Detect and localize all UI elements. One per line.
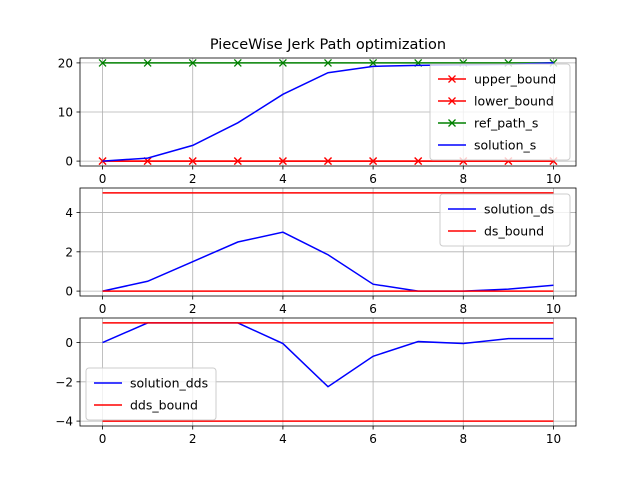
data-point-ref_path_s: [98, 58, 107, 67]
legend-label-upper_bound: upper_bound: [474, 72, 556, 87]
y-tick-label: −4: [55, 415, 73, 429]
data-point-lower_bound: [98, 157, 107, 166]
y-tick-label: 0: [65, 155, 73, 169]
data-point-ref_path_s: [324, 58, 332, 67]
data-point-lower_bound: [233, 157, 242, 166]
data-point-ref_path_s: [369, 58, 378, 67]
x-tick-label: 8: [459, 302, 467, 316]
x-tick-label: 2: [189, 302, 197, 316]
legend-label-solution_s: solution_s: [474, 138, 536, 153]
legend: solution_dds dds_bound: [85, 367, 217, 421]
x-tick-label: 8: [459, 172, 467, 186]
legend-label-solution_ds: solution_ds: [484, 202, 554, 217]
subplot-3: 0 2 4 6 8 10 −4 −2 0 solution_dds dds_bound: [55, 317, 577, 446]
data-point-lower_bound: [188, 157, 197, 166]
data-point-lower_bound: [278, 157, 287, 166]
x-tick-label: 10: [546, 432, 561, 446]
data-point-ref_path_s: [233, 58, 242, 67]
y-tick-label: 4: [65, 206, 73, 220]
x-tick-label: 2: [189, 432, 197, 446]
legend-label-lower_bound: lower_bound: [474, 94, 554, 109]
data-point-lower_bound: [414, 157, 423, 166]
y-tick-label: 0: [65, 285, 73, 299]
x-tick-label: 4: [279, 302, 287, 316]
x-tick-label: 6: [369, 172, 377, 186]
data-point-ref_path_s: [143, 58, 152, 67]
legend-marker-ref_path_s: [448, 119, 456, 127]
plot-area: [102, 322, 554, 422]
y-tick-label: 20: [58, 56, 73, 70]
legend-label-ref_path_s: ref_path_s: [474, 116, 538, 131]
legend-box: [85, 367, 217, 421]
legend-marker-upper_bound: [448, 75, 456, 83]
x-tick-label: 4: [279, 172, 287, 186]
x-tick-label: 0: [99, 302, 107, 316]
x-tick-label: 2: [189, 172, 197, 186]
data-point-lower_bound: [324, 157, 332, 166]
data-point-ref_path_s: [278, 58, 287, 67]
data-point-lower_bound: [369, 157, 378, 166]
x-tick-label: 4: [279, 432, 287, 446]
y-tick-label: 10: [58, 106, 73, 120]
legend: upper_bound lower_bound ref_path_s solution…: [429, 63, 571, 161]
legend-label-ds_bound: ds_bound: [484, 224, 544, 239]
chart-title: PieceWise Jerk Path optimization: [210, 37, 446, 53]
legend-box: [429, 63, 571, 161]
y-tick-label: 0: [65, 336, 73, 350]
legend-box: [439, 193, 571, 247]
x-tick-label: 8: [459, 432, 467, 446]
x-tick-label: 6: [369, 302, 377, 316]
legend-marker-lower_bound: [448, 97, 456, 105]
axes-frame: [79, 187, 577, 297]
x-tick-label: 0: [99, 432, 107, 446]
y-tick-label: −2: [55, 375, 73, 389]
legend-label-solution_dds: solution_dds: [130, 376, 208, 391]
legend-label-dds_bound: dds_bound: [130, 398, 198, 413]
legend: solution_ds ds_bound: [439, 193, 571, 247]
x-tick-label: 10: [546, 302, 561, 316]
x-tick-label: 10: [546, 172, 561, 186]
x-tick-label: 0: [99, 172, 107, 186]
axes-frame: [79, 317, 577, 427]
plot-area: [102, 192, 554, 292]
subplot-1: 0 2 4 6 8 10 0 10 20 upper_bound lower_bound ref_pa…: [58, 56, 577, 186]
subplot-2: 0 2 4 6 8 10 0 2 4 solution_ds ds_bound: [65, 187, 577, 316]
y-tick-label: 2: [65, 245, 73, 259]
data-point-ref_path_s: [188, 58, 197, 67]
x-tick-label: 6: [369, 432, 377, 446]
